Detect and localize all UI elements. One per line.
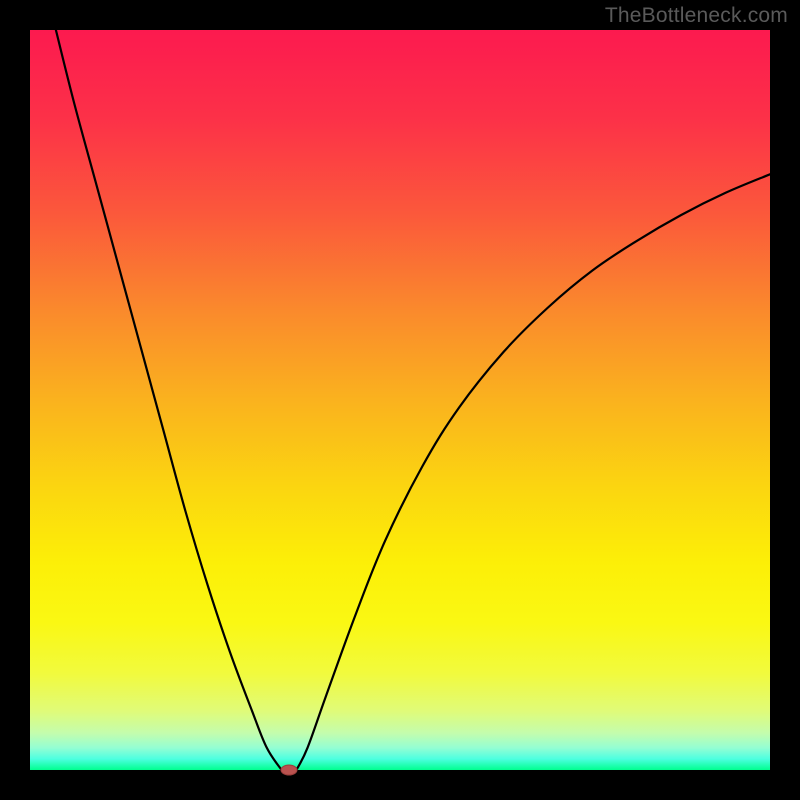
minimum-marker xyxy=(281,765,297,775)
watermark-text: TheBottleneck.com xyxy=(605,4,788,28)
chart-plot-area xyxy=(30,30,770,770)
bottleneck-chart xyxy=(0,0,800,800)
